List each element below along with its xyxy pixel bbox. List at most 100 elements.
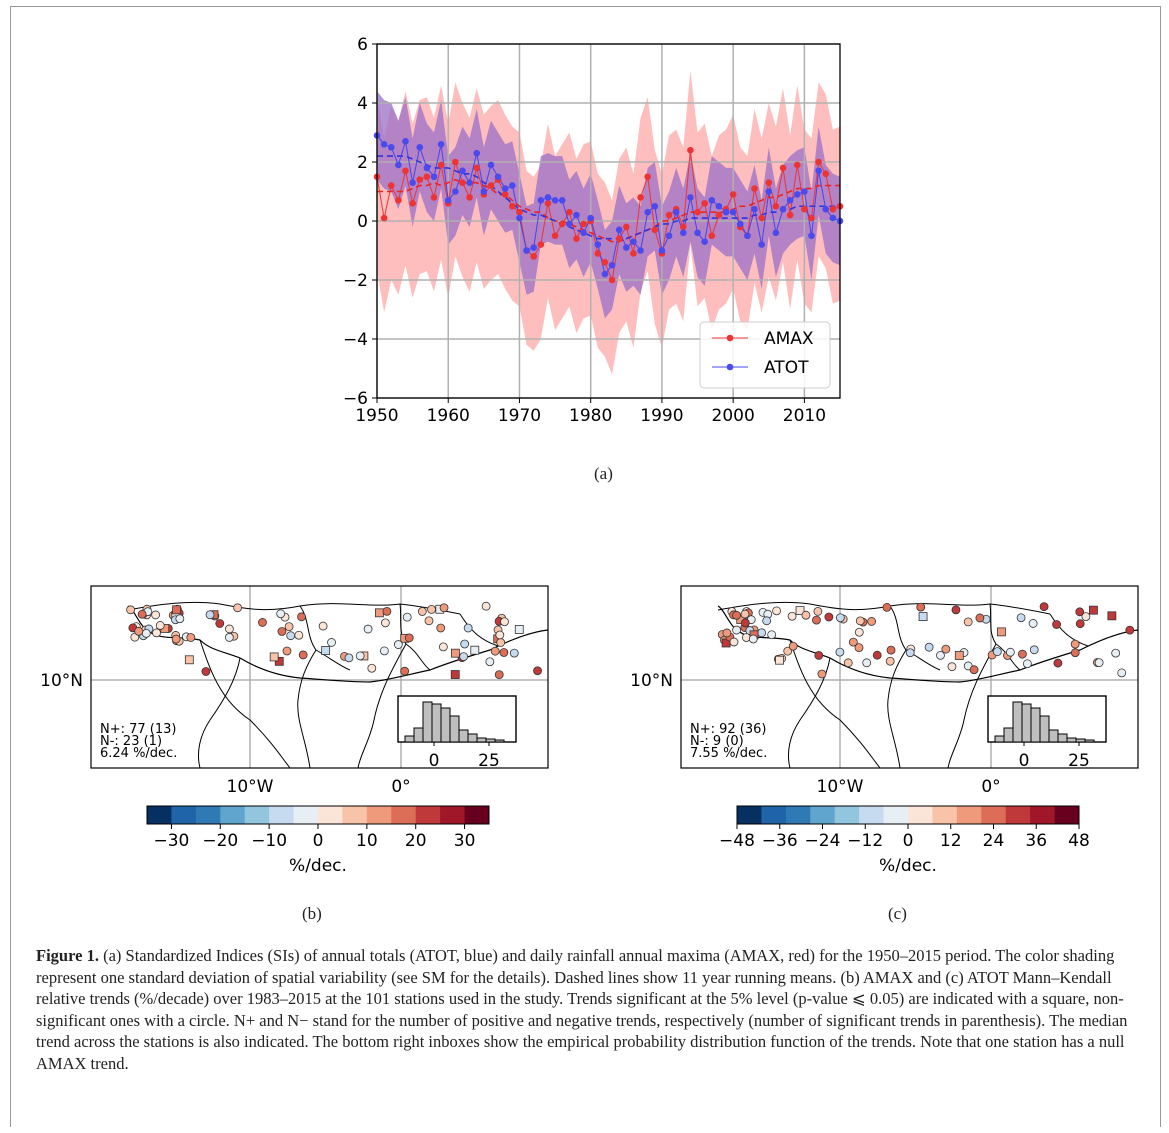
station xyxy=(284,622,294,632)
caption-label: Figure 1. xyxy=(36,946,99,965)
station xyxy=(282,646,292,656)
map-panel-c: N+: 92 (36)N-: 9 (0)7.55 %/dec. 0 25 10°N 10… xyxy=(630,585,1139,876)
panel-label-b: (b) xyxy=(302,904,322,923)
time-series-chart: 1950 1960 1970 1980 1990 2000 2010 6 4 2 0 −2 −4 −6 AM… xyxy=(343,35,844,426)
station-significant xyxy=(470,645,480,655)
station xyxy=(500,617,509,627)
histogram-tick-label: 0 xyxy=(429,751,440,771)
amax-point xyxy=(452,158,459,166)
map-panel-b: N+: 77 (13)N-: 23 (1)6.24 %/dec. 0 25 10°N 1… xyxy=(40,585,549,876)
atot-point xyxy=(615,226,623,234)
amax-point xyxy=(423,173,431,181)
colorbar-tick-label: 36 xyxy=(1025,831,1047,851)
atot-point xyxy=(587,214,594,222)
atot-point xyxy=(672,208,680,216)
x-tick-label: 1960 xyxy=(427,406,470,426)
amax-point xyxy=(694,208,701,216)
atot-point xyxy=(637,247,644,254)
atot-point xyxy=(665,232,673,240)
colorbar-tick-label: 48 xyxy=(1068,831,1090,851)
country-border xyxy=(1049,613,1089,647)
atot-running-mean xyxy=(377,155,840,240)
station-significant xyxy=(997,627,1006,637)
station xyxy=(757,628,767,638)
amax-point xyxy=(516,208,523,216)
colorbar-segment xyxy=(737,806,762,824)
colorbar-tick-label: 20 xyxy=(405,831,427,851)
station xyxy=(297,612,306,622)
amax-point xyxy=(637,194,644,201)
station xyxy=(1053,658,1063,668)
station xyxy=(499,648,509,657)
station xyxy=(854,643,864,653)
station-significant xyxy=(184,655,194,665)
colorbar-segment xyxy=(147,806,172,824)
y-tick-label: 2 xyxy=(357,153,368,173)
trend-stats: N-: 23 (1) xyxy=(100,734,162,749)
atot-point xyxy=(644,208,651,216)
trend-stats: 7.55 %/dec. xyxy=(690,746,767,761)
station-significant xyxy=(450,670,460,679)
atot-point xyxy=(715,202,723,210)
amax-point xyxy=(573,235,580,242)
colorbar-tick-label: −30 xyxy=(153,831,189,851)
atot-point xyxy=(822,205,830,213)
station xyxy=(824,612,834,622)
colorbar-tick-label: 0 xyxy=(903,831,914,851)
colorbar-segment xyxy=(391,806,417,824)
station xyxy=(379,646,389,656)
station xyxy=(137,609,147,619)
station xyxy=(533,666,542,676)
legend: AMAX ATOT xyxy=(699,321,831,389)
station xyxy=(886,645,896,655)
atot-point xyxy=(744,232,751,240)
station xyxy=(992,647,1002,657)
amax-point xyxy=(715,211,723,219)
colorbar-segment xyxy=(981,806,1007,824)
amax-point xyxy=(779,164,787,172)
histogram-bar xyxy=(1021,703,1032,743)
station xyxy=(417,607,427,616)
station xyxy=(941,644,951,654)
station xyxy=(298,650,308,660)
colorbar-segment xyxy=(220,806,246,824)
histogram-tick-label: 25 xyxy=(478,751,500,771)
atot-point xyxy=(722,208,730,216)
country-border xyxy=(357,643,407,769)
station xyxy=(951,605,961,615)
amax-point xyxy=(630,250,637,257)
coastline xyxy=(127,605,549,683)
station xyxy=(286,631,296,641)
atot-point xyxy=(630,238,637,245)
station xyxy=(495,630,505,640)
station xyxy=(855,616,865,626)
trend-stats: N-: 9 (0) xyxy=(690,734,744,749)
station xyxy=(963,617,973,627)
station xyxy=(1081,612,1091,622)
country-border xyxy=(297,649,317,769)
country-border xyxy=(887,649,907,769)
station xyxy=(788,641,798,651)
histogram-bar xyxy=(494,739,505,743)
atot-point xyxy=(566,220,573,228)
y-tick-label: 4 xyxy=(357,94,368,114)
amax-point xyxy=(772,202,780,210)
station xyxy=(801,610,811,620)
station xyxy=(380,618,390,628)
colorbar-segment xyxy=(366,806,392,824)
station xyxy=(947,662,957,672)
station xyxy=(186,633,196,642)
station xyxy=(762,616,772,626)
atot-point xyxy=(509,182,516,189)
station xyxy=(867,617,877,626)
station xyxy=(872,650,882,660)
colorbar: −48 −36 −24 −12 0 12 24 36 48 %/dec. xyxy=(719,805,1090,876)
station xyxy=(854,627,864,637)
station-significant xyxy=(775,655,784,665)
atot-point xyxy=(580,229,587,237)
amax-point xyxy=(416,176,424,183)
station xyxy=(439,603,449,613)
country-border xyxy=(127,601,461,615)
latitude-label: 10°N xyxy=(630,671,673,691)
atot-point xyxy=(544,194,552,201)
